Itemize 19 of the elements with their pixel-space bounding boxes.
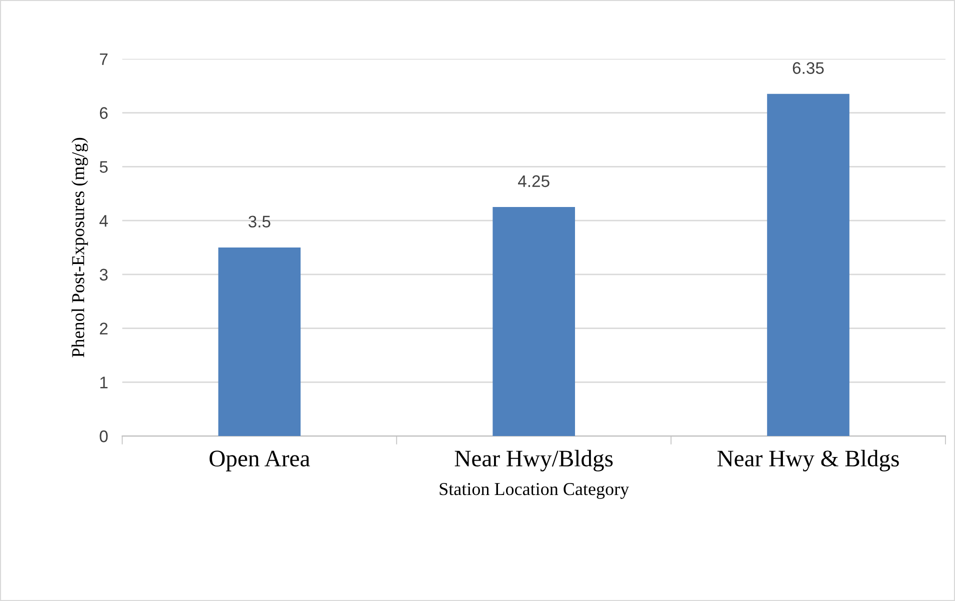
x-tick-label: Near Hwy & Bldgs: [717, 450, 899, 472]
x-tick-label: Open Area: [210, 450, 310, 472]
y-axis-title: Phenol Post-Exposures (mg/g): [72, 138, 88, 358]
y-tick-label: 2: [100, 322, 108, 334]
data-label: 6.35: [792, 62, 824, 74]
y-tick-label: 1: [100, 376, 108, 388]
data-label: 3.5: [248, 216, 270, 228]
data-label: 4.25: [518, 175, 550, 188]
y-tick-label: 0: [100, 430, 108, 442]
x-tick-label: Near Hwy/Bldgs: [454, 450, 613, 472]
y-tick-label: 5: [100, 161, 108, 173]
x-axis-title: Station Location Category: [440, 483, 630, 499]
y-tick-label: 3: [100, 268, 108, 281]
y-tick-label: 7: [100, 53, 108, 65]
y-tick-label: 6: [100, 107, 108, 119]
bar: [767, 94, 850, 436]
y-tick-label: 4: [99, 215, 108, 227]
bar: [218, 247, 301, 436]
bar: [492, 207, 576, 436]
